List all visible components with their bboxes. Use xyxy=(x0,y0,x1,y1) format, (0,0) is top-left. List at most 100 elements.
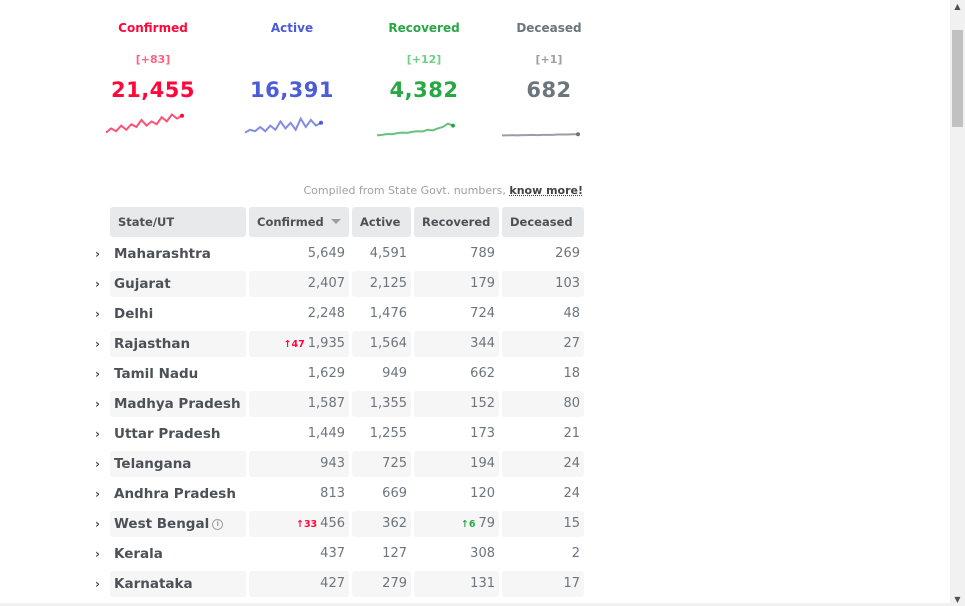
confirmed-cell: ↑33 456 xyxy=(249,511,349,537)
deceased-cell: 2 xyxy=(502,541,584,567)
recovered-value: 308 xyxy=(470,546,495,561)
state-name: Andhra Pradesh xyxy=(114,481,236,507)
stat-total: 4,382 xyxy=(389,78,459,102)
deceased-cell: 269 xyxy=(502,241,584,267)
header-deceased[interactable]: Deceased xyxy=(502,207,584,237)
state-label: Rajasthan xyxy=(114,336,191,352)
active-cell: 1,564 xyxy=(352,331,411,357)
sparkline-endpoint xyxy=(451,123,455,128)
header-confirmed[interactable]: Confirmed xyxy=(249,207,349,237)
header-active[interactable]: Active xyxy=(352,207,411,237)
stat-title: Confirmed xyxy=(118,21,188,35)
chevron-right-icon[interactable]: › xyxy=(95,427,100,441)
stat-total: 21,455 xyxy=(110,78,196,102)
state-label: Andhra Pradesh xyxy=(114,486,236,502)
table-row[interactable]: › Gujarat 2,407 2,125 179 103 xyxy=(0,271,600,297)
row-cell-background xyxy=(414,331,499,357)
row-cell-background xyxy=(249,391,349,417)
active-value: 725 xyxy=(382,456,407,471)
active-cell: 362 xyxy=(352,511,411,537)
row-cell-background xyxy=(502,511,584,537)
confirmed-value: 813 xyxy=(320,486,345,501)
chevron-right-icon[interactable]: › xyxy=(95,577,100,591)
chevron-right-icon[interactable]: › xyxy=(95,367,100,381)
recovered-value: 152 xyxy=(470,396,495,411)
state-name: Tamil Nadu xyxy=(114,361,198,387)
table-row[interactable]: › Uttar Pradesh 1,449 1,255 173 21 xyxy=(0,421,600,447)
chevron-right-icon[interactable]: › xyxy=(95,487,100,501)
recovered-value: 120 xyxy=(470,486,495,501)
stat-delta: [+12] xyxy=(406,53,442,66)
row-cell-background xyxy=(352,571,411,597)
active-cell: 669 xyxy=(352,481,411,507)
scrollbar-thumb[interactable] xyxy=(952,30,963,127)
table-row[interactable]: › Rajasthan ↑47 1,935 1,564 344 27 xyxy=(0,331,600,357)
chevron-right-icon[interactable]: › xyxy=(95,337,100,351)
table-row[interactable]: › Maharashtra 5,649 4,591 789 269 xyxy=(0,241,600,267)
sparkline-endpoint xyxy=(319,120,323,125)
recovered-cell: 194 xyxy=(414,451,499,477)
chevron-right-icon[interactable]: › xyxy=(95,307,100,321)
row-cell-background xyxy=(414,511,499,537)
confirmed-value: 2,248 xyxy=(307,306,345,321)
confirmed-increase: ↑47 xyxy=(283,339,305,350)
active-value: 279 xyxy=(382,576,407,591)
know-more-link[interactable]: know more! xyxy=(509,184,583,197)
table-row[interactable]: › Kerala 437 127 308 2 xyxy=(0,541,600,567)
state-label: Gujarat xyxy=(114,276,171,292)
chevron-right-icon[interactable]: › xyxy=(95,277,100,291)
table-row[interactable]: › Andhra Pradesh 813 669 120 24 xyxy=(0,481,600,507)
row-cell-background xyxy=(249,271,349,297)
deceased-cell: 80 xyxy=(502,391,584,417)
row-cell-background xyxy=(502,391,584,417)
row-cell-background xyxy=(352,331,411,357)
deceased-cell: 17 xyxy=(502,571,584,597)
row-cell-background xyxy=(249,571,349,597)
row-cell-background xyxy=(414,271,499,297)
active-value: 127 xyxy=(382,546,407,561)
confirmed-value: 1,935 xyxy=(307,336,345,351)
sparkline-endpoint xyxy=(576,132,580,137)
confirmed-cell: ↑47 1,935 xyxy=(249,331,349,357)
deceased-cell: 18 xyxy=(502,361,584,387)
chevron-right-icon[interactable]: › xyxy=(95,247,100,261)
chevron-right-icon[interactable]: › xyxy=(95,517,100,531)
state-label: Telangana xyxy=(114,456,192,472)
chevron-right-icon[interactable]: › xyxy=(95,457,100,471)
header-state[interactable]: State/UT xyxy=(110,207,246,237)
row-cell-background xyxy=(502,571,584,597)
active-cell: 2,125 xyxy=(352,271,411,297)
header-deceased-label: Deceased xyxy=(510,215,573,229)
active-value: 669 xyxy=(382,486,407,501)
recovered-increase: ↑6 xyxy=(460,519,476,530)
table-row[interactable]: › Delhi 2,248 1,476 724 48 xyxy=(0,301,600,327)
scroll-up-icon[interactable]: ▲ xyxy=(954,2,961,11)
chevron-right-icon[interactable]: › xyxy=(95,547,100,561)
row-cell-background xyxy=(352,271,411,297)
row-cell-background xyxy=(352,511,411,537)
state-label: Delhi xyxy=(114,306,154,322)
deceased-value: 80 xyxy=(563,396,580,411)
header-recovered[interactable]: Recovered xyxy=(414,207,499,237)
active-value: 1,476 xyxy=(369,306,407,321)
confirmed-value: 5,649 xyxy=(307,246,345,261)
recovered-cell: 120 xyxy=(414,481,499,507)
recovered-cell: 724 xyxy=(414,301,499,327)
chevron-right-icon[interactable]: › xyxy=(95,397,100,411)
stat-total: 16,391 xyxy=(249,78,335,102)
horizontal-scrollbar[interactable] xyxy=(0,603,950,606)
table-row[interactable]: › Madhya Pradesh 1,587 1,355 152 80 xyxy=(0,391,600,417)
table-row[interactable]: › Karnataka 427 279 131 17 xyxy=(0,571,600,597)
row-cell-background xyxy=(414,571,499,597)
vertical-scrollbar[interactable]: ▲ ▼ xyxy=(950,0,965,606)
table-row[interactable]: › Telangana 943 725 194 24 xyxy=(0,451,600,477)
deceased-value: 269 xyxy=(555,246,580,261)
scroll-down-icon[interactable]: ▼ xyxy=(954,595,961,604)
table-row[interactable]: › Tamil Nadu 1,629 949 662 18 xyxy=(0,361,600,387)
info-icon[interactable]: i xyxy=(212,518,224,530)
active-value: 4,591 xyxy=(369,246,407,261)
table-row[interactable]: › West Bengal i ↑33 456 362 ↑6 79 15 xyxy=(0,511,600,537)
deceased-cell: 24 xyxy=(502,451,584,477)
row-cell-background xyxy=(352,391,411,417)
confirmed-value: 437 xyxy=(320,546,345,561)
